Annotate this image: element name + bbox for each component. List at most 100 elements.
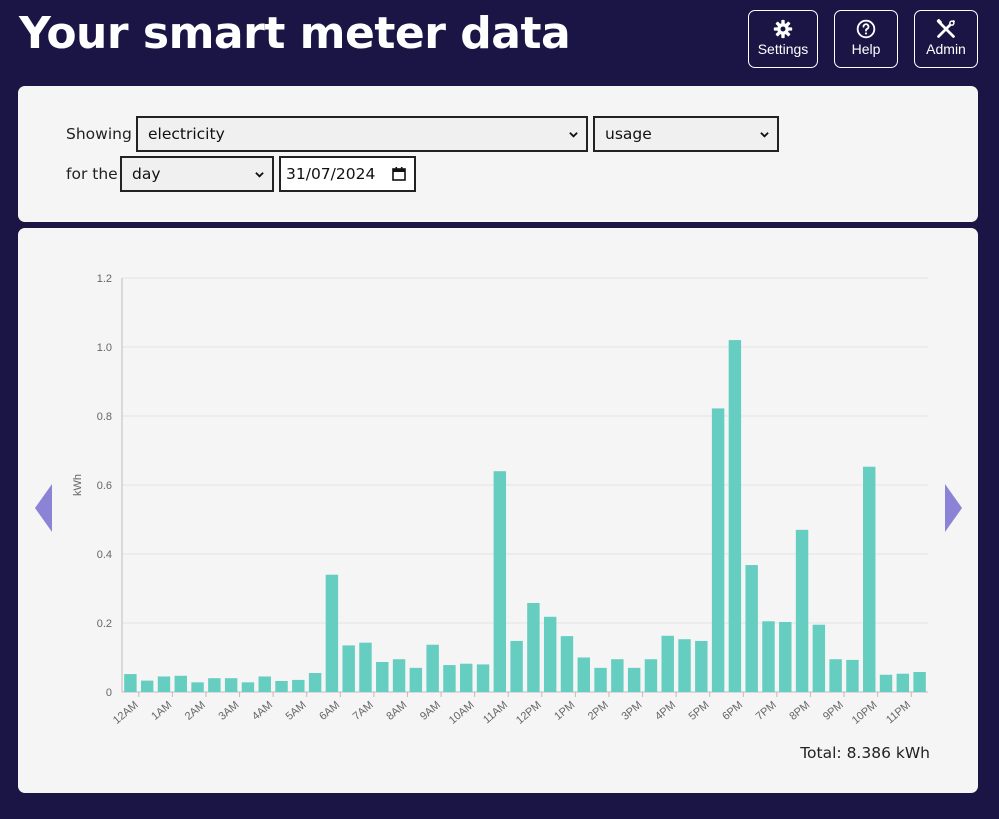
bar — [157, 676, 171, 692]
bar — [627, 667, 641, 692]
bar — [678, 639, 691, 692]
bar — [527, 602, 540, 692]
next-arrow-icon[interactable] — [944, 484, 962, 532]
x-tick-label: 11AM — [481, 699, 510, 726]
tools-icon — [936, 19, 955, 38]
bar — [879, 674, 893, 692]
x-tick-label: 12PM — [514, 699, 544, 727]
controls-panel: Showing electricity usage for the day 31… — [18, 86, 978, 222]
help-circle-icon — [856, 19, 876, 39]
bar — [140, 680, 154, 692]
bar — [745, 565, 758, 692]
x-tick-label: 12AM — [111, 699, 141, 727]
y-tick-label: 0.6 — [97, 480, 112, 492]
x-tick-label: 7AM — [351, 699, 376, 723]
x-tick-label: 10AM — [447, 699, 477, 727]
x-tick-label: 5AM — [284, 699, 309, 723]
bar — [292, 679, 305, 692]
bar — [493, 471, 507, 692]
x-tick-label: 2AM — [183, 699, 208, 723]
bar — [896, 673, 910, 692]
bar — [577, 657, 590, 692]
bar — [241, 682, 255, 692]
help-button[interactable]: Help — [834, 10, 898, 68]
chevron-down-icon — [569, 132, 578, 138]
y-tick-label: 1.0 — [97, 342, 112, 354]
chevron-down-icon — [255, 172, 264, 178]
y-axis-label: kWh — [72, 474, 84, 496]
x-tick-label: 2PM — [586, 699, 611, 723]
bar — [594, 667, 607, 692]
previous-arrow-icon[interactable] — [35, 484, 53, 532]
bar — [913, 671, 926, 692]
bar — [510, 640, 523, 692]
bar — [208, 678, 221, 692]
settings-button-label: Settings — [757, 41, 809, 57]
bar — [224, 678, 238, 692]
x-tick-label: 4PM — [653, 699, 678, 723]
x-tick-label: 10PM — [850, 699, 880, 727]
bar — [359, 642, 372, 692]
showing-label: Showing — [66, 125, 132, 143]
admin-button-label: Admin — [926, 41, 966, 57]
period-select-value: day — [132, 165, 161, 183]
settings-button[interactable]: Settings — [748, 10, 818, 68]
x-tick-label: 9AM — [418, 699, 443, 723]
bar — [191, 682, 204, 692]
bar — [661, 635, 674, 692]
help-button-label: Help — [851, 41, 881, 57]
bar — [829, 659, 842, 692]
x-tick-label: 3PM — [619, 699, 644, 723]
page-title: Your smart meter data — [19, 8, 571, 59]
admin-button[interactable]: Admin — [914, 10, 978, 68]
bar — [258, 676, 271, 692]
bar — [325, 574, 339, 692]
measure-select[interactable]: usage — [593, 116, 779, 152]
fuel-select-value: electricity — [148, 125, 225, 143]
period-select[interactable]: day — [120, 156, 274, 192]
total-usage: Total: 8.386 kWh — [800, 744, 930, 762]
x-tick-label: 9PM — [821, 699, 846, 723]
bar — [308, 673, 322, 692]
bar — [762, 621, 775, 692]
fuel-select[interactable]: electricity — [136, 116, 588, 152]
bar — [409, 667, 423, 692]
bar — [124, 674, 137, 692]
x-tick-label: 8AM — [384, 699, 409, 723]
bar — [728, 340, 742, 692]
x-tick-label: 8PM — [787, 699, 812, 723]
y-tick-label: 1.2 — [97, 273, 112, 285]
gear-icon — [773, 19, 793, 39]
x-tick-label: 6PM — [720, 699, 745, 723]
period-label: for the — [66, 165, 118, 183]
bar — [611, 659, 624, 692]
bar — [443, 665, 456, 692]
x-tick-label: 3AM — [216, 699, 241, 723]
bar — [460, 663, 473, 692]
x-tick-label: 11PM — [884, 699, 913, 726]
chevron-down-icon — [760, 132, 769, 138]
bar — [812, 624, 826, 692]
y-tick-label: 0.4 — [97, 549, 112, 561]
bar — [863, 466, 876, 692]
x-tick-label: 4AM — [250, 699, 275, 723]
measure-select-value: usage — [605, 125, 652, 143]
date-input[interactable]: 31/07/2024 — [279, 156, 416, 192]
bar — [392, 659, 406, 692]
x-tick-label: 7PM — [754, 699, 779, 723]
x-tick-label: 5PM — [687, 699, 712, 723]
date-input-value: 31/07/2024 — [286, 165, 376, 183]
y-tick-label: 0.2 — [97, 618, 112, 630]
bar — [644, 659, 658, 692]
chart-panel: 0 0.2 0.4 0.6 0.8 1.0 1.2 kWh 12AM 1AM 2AM 3AM 4AM 5A… — [18, 228, 978, 793]
bar — [476, 664, 490, 692]
x-tick-label: 1PM — [552, 699, 577, 723]
bar — [711, 408, 725, 692]
bar — [275, 680, 288, 692]
bar — [376, 661, 389, 692]
calendar-icon[interactable] — [392, 167, 406, 181]
usage-chart: 0 0.2 0.4 0.6 0.8 1.0 1.2 kWh 12AM 1AM 2AM 3AM 4AM 5A… — [72, 273, 928, 727]
x-tick-label: 1AM — [149, 699, 174, 723]
bar — [779, 621, 792, 692]
bar — [560, 636, 574, 692]
